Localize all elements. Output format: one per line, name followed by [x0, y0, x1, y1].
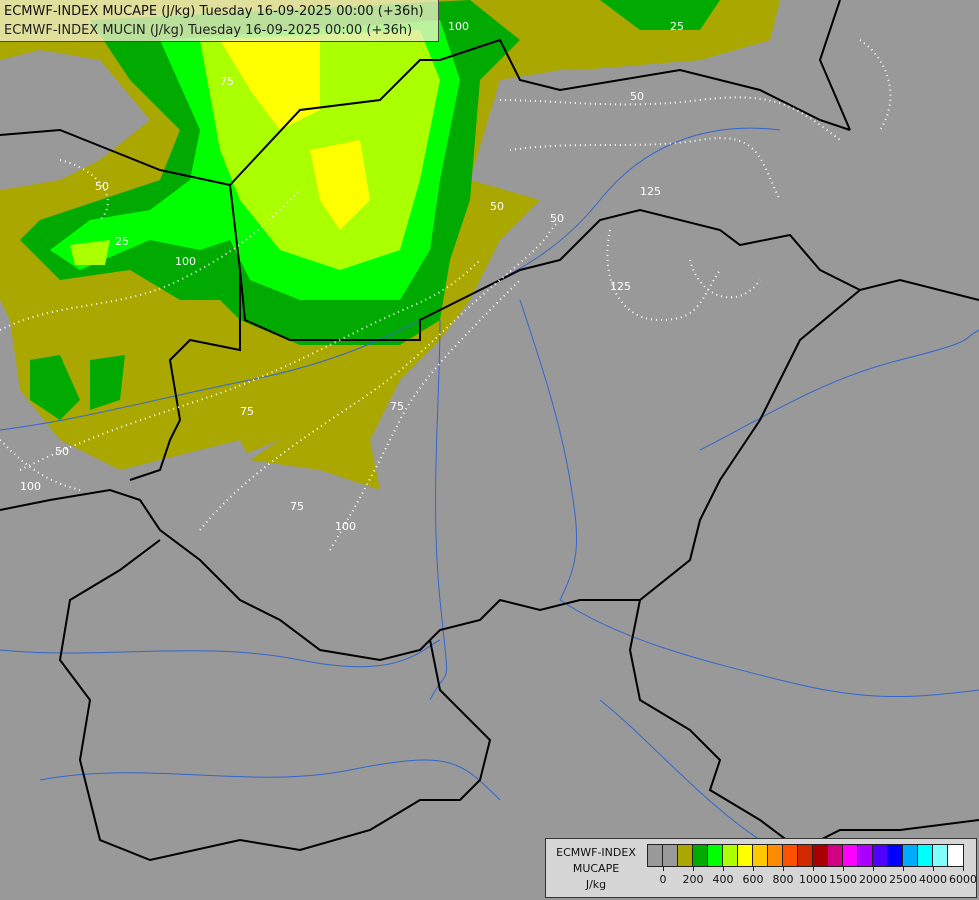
legend-swatches — [647, 844, 964, 867]
legend-label: 400 — [712, 873, 734, 886]
contour-label: 100 — [448, 20, 469, 33]
mucin-title: ECMWF-INDEX MUCIN (J/kg) Tuesday 16-09-2… — [4, 23, 413, 38]
legend-title: ECMWF-INDEX MUCAPE J/kg — [550, 845, 642, 893]
contour-label: 75 — [290, 500, 304, 513]
contour-label: 75 — [390, 400, 404, 413]
legend-swatch — [873, 845, 888, 866]
legend-swatch — [798, 845, 813, 866]
contour-label: 50 — [55, 445, 69, 458]
contour-label: 100 — [335, 520, 356, 533]
legend-swatch — [663, 845, 678, 866]
legend-tick — [693, 866, 694, 871]
contour-label: 100 — [20, 480, 41, 493]
legend-unit: J/kg — [585, 878, 607, 891]
legend-title-line: ECMWF-INDEX — [556, 846, 636, 859]
legend-tick — [663, 866, 664, 871]
legend-swatch — [678, 845, 693, 866]
legend-swatch — [708, 845, 723, 866]
legend-swatch — [903, 845, 918, 866]
legend-label: 2000 — [859, 873, 887, 886]
legend-label: 600 — [742, 873, 764, 886]
legend-swatch — [738, 845, 753, 866]
legend-tick — [813, 866, 814, 871]
mucape-title: ECMWF-INDEX MUCAPE (J/kg) Tuesday 16-09-… — [4, 4, 424, 19]
contour-label: 50 — [630, 90, 644, 103]
legend-swatch — [768, 845, 783, 866]
legend-swatch — [648, 845, 663, 866]
legend-tick — [903, 866, 904, 871]
legend-label: 1000 — [799, 873, 827, 886]
legend-swatch — [783, 845, 798, 866]
cape-shading — [0, 0, 780, 540]
mucin-contours — [0, 39, 892, 551]
legend-swatch — [948, 845, 963, 866]
legend-swatch — [843, 845, 858, 866]
legend-swatch — [828, 845, 843, 866]
legend-swatch — [933, 845, 948, 866]
contour-label: 50 — [95, 180, 109, 193]
legend-tick — [963, 866, 964, 871]
contour-labels: 100 75 50 25 50 100 75 50 125 50 25 100 … — [20, 20, 684, 533]
color-legend: ECMWF-INDEX MUCAPE J/kg 0 200 400 600 800 100… — [545, 838, 977, 898]
legend-label: 200 — [682, 873, 704, 886]
legend-swatch — [858, 845, 873, 866]
legend-tick — [723, 866, 724, 871]
contour-label: 125 — [640, 185, 661, 198]
contour-label: 75 — [220, 75, 234, 88]
legend-tick — [873, 866, 874, 871]
contour-label: 25 — [670, 20, 684, 33]
legend-swatch — [918, 845, 933, 866]
legend-label: 1500 — [829, 873, 857, 886]
legend-title-line: MUCAPE — [572, 862, 620, 875]
contour-label: 50 — [490, 200, 504, 213]
legend-tick — [843, 866, 844, 871]
legend-tick — [933, 866, 934, 871]
legend-label: 6000 — [949, 873, 977, 886]
legend-label: 0 — [659, 873, 667, 886]
map-title-box: ECMWF-INDEX MUCAPE (J/kg) Tuesday 16-09-… — [0, 0, 439, 42]
legend-label: 4000 — [919, 873, 947, 886]
legend-label: 2500 — [889, 873, 917, 886]
legend-tick — [783, 866, 784, 871]
legend-swatch — [813, 845, 828, 866]
legend-swatch — [723, 845, 738, 866]
contour-label: 100 — [175, 255, 196, 268]
contour-label: 125 — [610, 280, 631, 293]
legend-tick — [753, 866, 754, 871]
contour-label: 75 — [240, 405, 254, 418]
country-borders — [0, 0, 979, 862]
legend-label: 800 — [772, 873, 794, 886]
contour-label: 50 — [550, 212, 564, 225]
legend-swatch — [693, 845, 708, 866]
legend-swatch — [888, 845, 903, 866]
contour-label: 25 — [115, 235, 129, 248]
legend-swatch — [753, 845, 768, 866]
